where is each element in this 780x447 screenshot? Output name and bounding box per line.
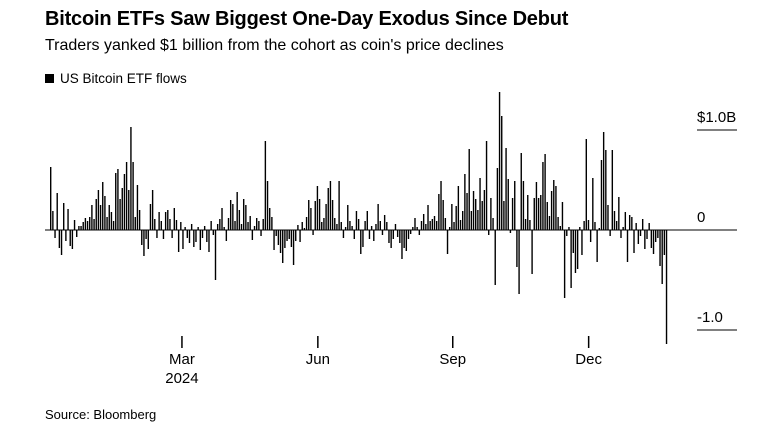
legend-swatch-icon	[45, 74, 54, 83]
chart-title: Bitcoin ETFs Saw Biggest One-Day Exodus …	[45, 8, 569, 30]
source-note: Source: Bloomberg	[45, 407, 157, 422]
chart-subtitle: Traders yanked $1 billion from the cohor…	[45, 37, 504, 54]
legend: US Bitcoin ETF flows	[45, 71, 187, 86]
legend-label: US Bitcoin ETF flows	[60, 71, 187, 86]
